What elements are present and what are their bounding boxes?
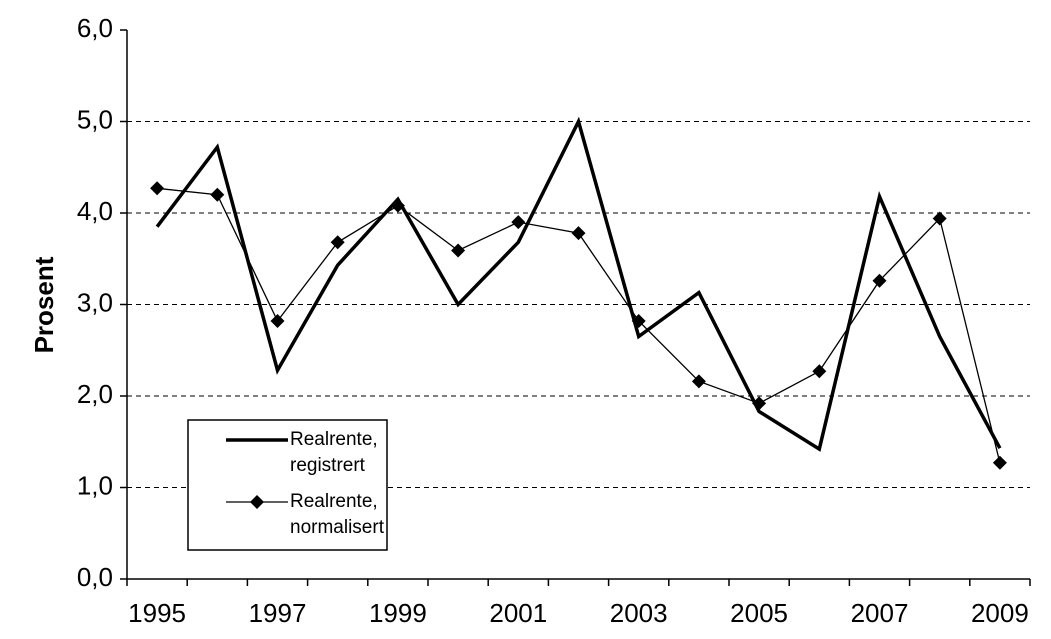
marker bbox=[812, 364, 827, 379]
x-tick-label: 2003 bbox=[610, 598, 668, 628]
marker bbox=[932, 211, 947, 226]
marker bbox=[631, 313, 646, 328]
y-tick-label: 0,0 bbox=[77, 562, 113, 592]
x-tick-label: 1995 bbox=[128, 598, 186, 628]
x-tick-label: 2009 bbox=[971, 598, 1029, 628]
marker bbox=[451, 243, 466, 258]
marker bbox=[752, 396, 767, 411]
y-tick-label: 4,0 bbox=[77, 196, 113, 226]
marker bbox=[210, 187, 225, 202]
marker bbox=[270, 313, 285, 328]
y-tick-label: 3,0 bbox=[77, 287, 113, 317]
marker bbox=[330, 235, 345, 250]
legend-label: Realrente, normalisert bbox=[290, 491, 385, 538]
marker bbox=[571, 226, 586, 241]
legend-marker bbox=[250, 495, 264, 509]
x-tick-label: 2001 bbox=[489, 598, 547, 628]
x-tick-label: 2007 bbox=[851, 598, 909, 628]
series-line bbox=[155, 116, 1002, 452]
x-tick-label: 1999 bbox=[369, 598, 427, 628]
marker bbox=[390, 198, 405, 213]
legend-label: Realrente, registrert bbox=[290, 429, 383, 476]
marker bbox=[992, 455, 1007, 470]
marker bbox=[691, 374, 706, 389]
marker bbox=[872, 273, 887, 288]
y-tick-label: 2,0 bbox=[77, 379, 113, 409]
y-tick-label: 5,0 bbox=[77, 104, 113, 134]
marker bbox=[150, 181, 165, 196]
y-tick-label: 1,0 bbox=[77, 470, 113, 500]
x-tick-label: 1997 bbox=[249, 598, 307, 628]
y-tick-label: 6,0 bbox=[77, 13, 113, 43]
marker bbox=[511, 215, 526, 230]
x-tick-label: 2005 bbox=[730, 598, 788, 628]
y-axis-label: Prosent bbox=[29, 256, 59, 353]
